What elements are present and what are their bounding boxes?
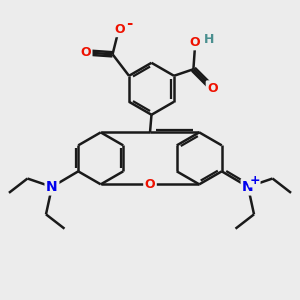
Text: O: O: [80, 46, 91, 59]
Text: N: N: [46, 180, 58, 194]
Text: O: O: [114, 23, 125, 36]
Text: N: N: [242, 180, 254, 194]
Text: O: O: [190, 36, 200, 49]
Text: O: O: [145, 178, 155, 191]
Text: H: H: [204, 33, 214, 46]
Text: +: +: [249, 174, 260, 187]
Text: -: -: [126, 16, 133, 31]
Text: O: O: [207, 82, 218, 95]
